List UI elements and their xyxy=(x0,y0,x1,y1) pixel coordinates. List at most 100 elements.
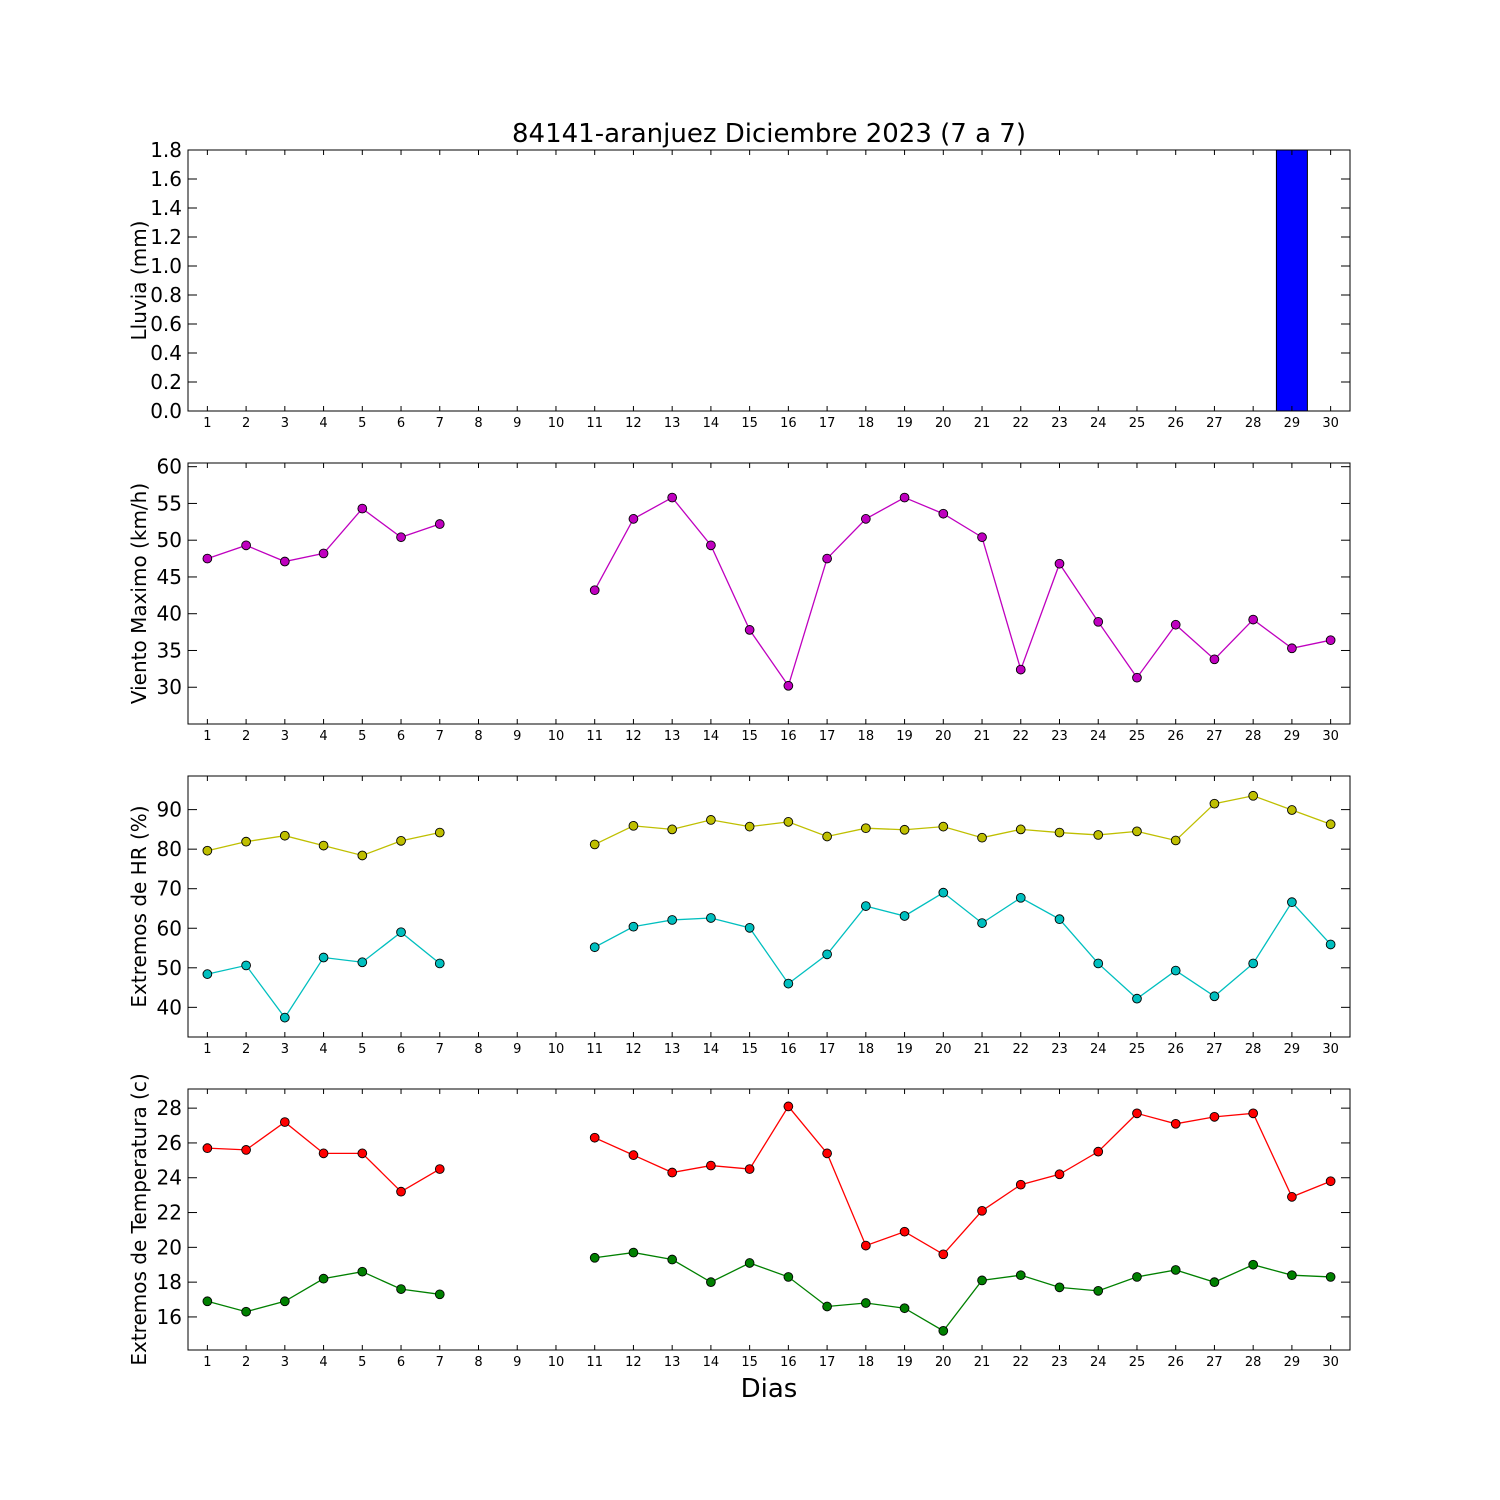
x-tick-label: 5 xyxy=(358,1042,366,1057)
series-2-point-day-20 xyxy=(938,887,949,898)
series-1-point-day-23 xyxy=(1054,827,1065,838)
x-tick-label: 21 xyxy=(974,729,991,744)
x-tick-label: 17 xyxy=(819,416,836,431)
x-tick-label: 11 xyxy=(586,1355,603,1370)
x-tick-label: 29 xyxy=(1284,1042,1301,1057)
x-tick-label: 11 xyxy=(586,416,603,431)
x-tick-label: 7 xyxy=(436,1042,444,1057)
x-tick-label: 1 xyxy=(203,1042,211,1057)
y-tick-label: 80 xyxy=(157,837,182,861)
series-1-point-day-2 xyxy=(241,836,251,847)
series-2-point-day-16 xyxy=(783,978,794,989)
series-1-point-day-20 xyxy=(938,508,949,519)
series-1-point-day-7 xyxy=(434,1164,445,1174)
y-tick-label: 50 xyxy=(157,956,182,980)
series-1-point-day-15 xyxy=(744,821,755,832)
chart-title: 84141-aranjuez Diciembre 2023 (7 a 7) xyxy=(512,119,1026,149)
x-tick-label: 7 xyxy=(436,416,444,431)
x-tick-label: 6 xyxy=(397,1042,405,1057)
x-tick-label: 18 xyxy=(858,416,875,431)
series-2-point-day-15 xyxy=(744,923,755,933)
y-axis-label: Lluvia (mm) xyxy=(127,221,151,341)
series-2-point-day-14 xyxy=(706,913,716,923)
x-tick-label: 16 xyxy=(780,1355,797,1370)
x-tick-label: 4 xyxy=(319,729,327,744)
y-tick-label: 20 xyxy=(157,1235,182,1259)
series-1-point-day-15 xyxy=(744,1164,755,1174)
x-tick-label: 10 xyxy=(548,416,565,431)
y-tick-label: 0.0 xyxy=(150,399,182,423)
series-2-point-day-7 xyxy=(434,1289,445,1300)
series-1-point-day-28 xyxy=(1248,614,1259,625)
x-axis-label: Dias xyxy=(741,1374,798,1404)
series-2-point-day-5 xyxy=(357,957,368,968)
series-1-point-day-16 xyxy=(783,1101,794,1112)
y-tick-label: 18 xyxy=(157,1270,182,1294)
series-2-point-day-2 xyxy=(241,960,251,971)
series-1-point-day-19 xyxy=(899,492,910,503)
series-1-point-day-28 xyxy=(1248,790,1259,801)
x-tick-label: 5 xyxy=(358,416,366,431)
x-tick-label: 16 xyxy=(780,729,797,744)
x-tick-label: 25 xyxy=(1129,729,1146,744)
x-tick-label: 14 xyxy=(703,729,720,744)
series-1-point-day-4 xyxy=(318,1148,329,1159)
x-tick-label: 27 xyxy=(1206,1355,1223,1370)
series-2-point-day-26 xyxy=(1170,1265,1181,1275)
series-1-point-day-29 xyxy=(1287,1192,1297,1202)
x-tick-label: 15 xyxy=(741,416,758,431)
x-tick-label: 2 xyxy=(242,729,250,744)
x-tick-label: 27 xyxy=(1206,1042,1223,1057)
series-2-point-day-3 xyxy=(279,1012,290,1023)
x-tick-label: 12 xyxy=(625,416,642,431)
series-1-point-day-17 xyxy=(822,831,832,842)
series-2-point-day-18 xyxy=(860,1298,871,1308)
chart-panels: 1 2 3 4 5 6 7 8 9 10 11 12 13 14 15 16 17 18 19 20 21 22 23 24 2… xyxy=(127,138,1351,1370)
x-tick-label: 2 xyxy=(242,416,250,431)
x-tick-label: 28 xyxy=(1245,729,1262,744)
series-1-point-day-14 xyxy=(706,540,716,551)
series-1-point-day-22 xyxy=(1015,824,1026,835)
y-tick-label: 28 xyxy=(157,1096,182,1120)
x-tick-label: 9 xyxy=(513,729,521,744)
series-1-point-day-12 xyxy=(628,1150,639,1160)
series-1-point-day-21 xyxy=(977,832,987,843)
x-tick-label: 9 xyxy=(513,416,521,431)
x-tick-label: 20 xyxy=(935,729,952,744)
y-tick-label: 0.6 xyxy=(150,312,182,336)
series-2-point-day-12 xyxy=(628,921,639,932)
x-tick-label: 29 xyxy=(1284,1355,1301,1370)
y-tick-label: 16 xyxy=(157,1305,182,1329)
bar-day-29 xyxy=(1275,149,1308,412)
x-tick-label: 20 xyxy=(935,1042,952,1057)
x-tick-label: 21 xyxy=(974,416,991,431)
y-tick-label: 1.0 xyxy=(150,254,182,278)
x-tick-label: 23 xyxy=(1051,1355,1068,1370)
x-tick-label: 3 xyxy=(281,1042,289,1057)
series-1-point-day-27 xyxy=(1209,654,1220,665)
x-tick-label: 14 xyxy=(703,1355,720,1370)
series-2-point-day-28 xyxy=(1248,1259,1259,1270)
x-tick-label: 12 xyxy=(625,1355,642,1370)
series-1-point-day-30 xyxy=(1325,1176,1336,1187)
x-tick-label: 1 xyxy=(203,416,211,431)
x-tick-label: 3 xyxy=(281,729,289,744)
series-1-point-day-27 xyxy=(1209,798,1220,809)
series-2-point-day-23 xyxy=(1054,1282,1065,1293)
series-1-point-day-24 xyxy=(1093,1146,1104,1157)
y-tick-label: 50 xyxy=(157,528,182,552)
x-tick-label: 21 xyxy=(974,1355,991,1370)
x-tick-label: 12 xyxy=(625,1042,642,1057)
series-2-point-day-1 xyxy=(202,969,213,979)
series-1-point-day-20 xyxy=(938,1249,949,1260)
series-2-point-day-3 xyxy=(279,1296,290,1307)
series-2-point-day-22 xyxy=(1015,892,1026,903)
y-axis-label: Viento Maximo (km/h) xyxy=(127,483,151,704)
series-2-line-segment-2 xyxy=(594,1251,1331,1332)
y-tick-label: 55 xyxy=(157,491,182,515)
series-2-point-day-19 xyxy=(899,911,910,921)
x-tick-label: 19 xyxy=(896,1355,913,1370)
series-1-point-day-30 xyxy=(1325,635,1336,646)
x-tick-label: 6 xyxy=(397,729,405,744)
series-1-point-day-2 xyxy=(241,1145,251,1155)
